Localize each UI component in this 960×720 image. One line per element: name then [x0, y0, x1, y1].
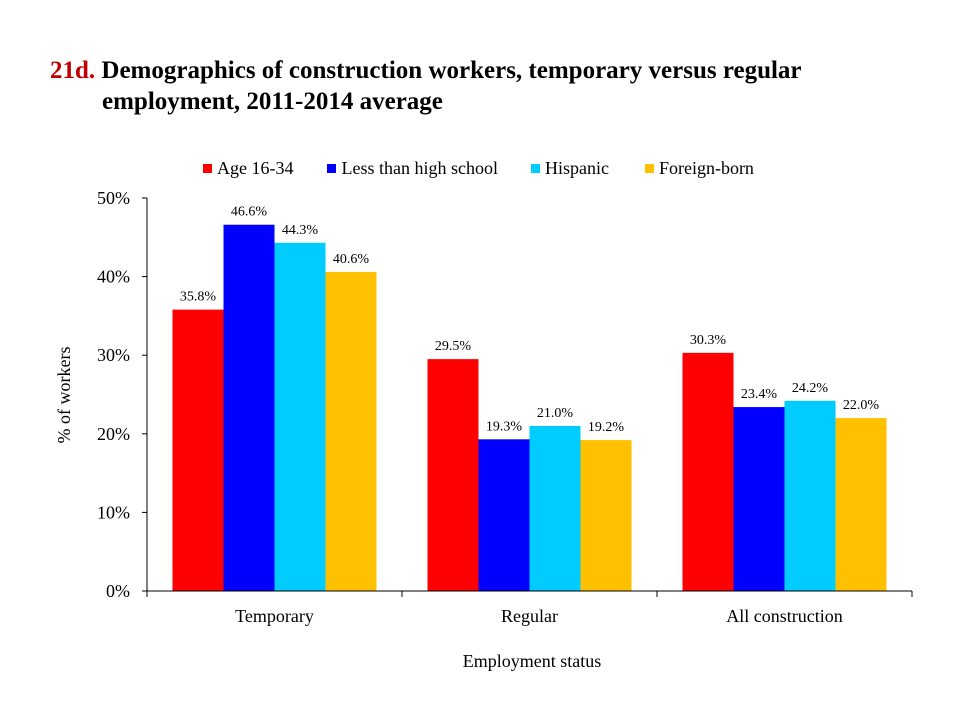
- title-number: 21d.: [50, 57, 96, 84]
- data-label: 44.3%: [282, 223, 319, 238]
- data-label: 29.5%: [435, 339, 472, 354]
- legend-item: Foreign-born: [644, 158, 754, 179]
- legend-label: Foreign-born: [658, 158, 754, 178]
- bar: [478, 439, 530, 591]
- data-label: 19.3%: [486, 419, 523, 434]
- legend-label: Less than high school: [341, 158, 498, 178]
- legend-label: Hispanic: [544, 158, 609, 178]
- title-line1: Demographics of construction workers, te…: [101, 57, 802, 84]
- bar: [427, 359, 479, 591]
- legend-item: Less than high school: [327, 158, 498, 179]
- data-label: 30.3%: [690, 333, 727, 348]
- data-label: 46.6%: [231, 205, 268, 220]
- title-line2: employment, 2011-2014 average: [102, 88, 443, 115]
- bar: [682, 352, 734, 591]
- y-tick-label: 30%: [97, 345, 130, 365]
- data-label: 23.4%: [741, 387, 778, 402]
- y-tick-label: 50%: [97, 188, 130, 208]
- chart-legend: Age 16-34 Less than high school Hispanic Fo…: [203, 158, 754, 179]
- legend-swatch: [530, 164, 540, 173]
- data-label: 35.8%: [180, 290, 217, 305]
- legend-label: Age 16-34: [217, 158, 294, 178]
- x-tick-label: Temporary: [235, 606, 314, 626]
- data-label: 24.2%: [792, 381, 829, 396]
- bar: [784, 400, 836, 591]
- x-tick-label: All construction: [726, 606, 842, 626]
- chart-title: 21d. Demographics of construction worker…: [50, 55, 930, 117]
- data-label: 22.0%: [843, 398, 880, 413]
- bar: [733, 407, 785, 591]
- legend-item: Age 16-34: [203, 158, 293, 179]
- y-axis-title: % of workers: [54, 347, 74, 444]
- legend-swatch: [203, 164, 212, 173]
- y-tick-label: 40%: [97, 267, 130, 287]
- bar: [529, 425, 581, 591]
- bar: [274, 242, 326, 591]
- data-label: 19.2%: [588, 420, 625, 435]
- y-tick-label: 10%: [97, 502, 130, 522]
- bar: [325, 271, 377, 591]
- legend-item: Hispanic: [530, 158, 609, 179]
- data-label: 21.0%: [537, 406, 574, 421]
- bar: [223, 224, 275, 591]
- data-label: 40.6%: [333, 252, 370, 267]
- bar: [172, 309, 224, 591]
- y-tick-label: 20%: [97, 424, 130, 444]
- bar: [580, 440, 632, 591]
- bar: [835, 418, 887, 591]
- legend-swatch: [644, 164, 654, 173]
- legend-swatch: [327, 164, 337, 173]
- x-tick-label: Regular: [501, 606, 558, 626]
- y-tick-label: 0%: [106, 581, 130, 601]
- x-axis-title: Employment status: [463, 651, 602, 671]
